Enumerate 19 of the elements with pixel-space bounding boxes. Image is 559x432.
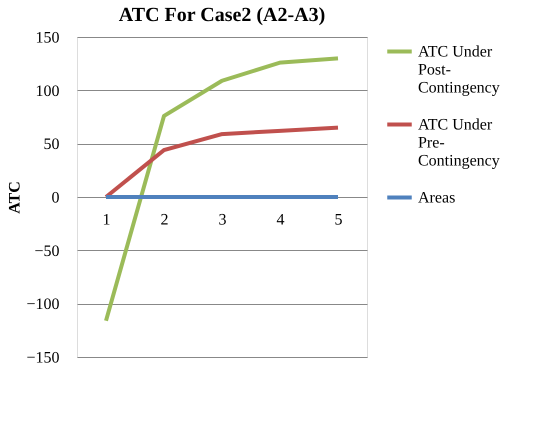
legend-label: Areas [418,190,456,206]
y-axis-title: ATC [6,181,24,214]
y-tick-label: −50 [34,242,60,260]
y-tick-label: −100 [26,296,60,314]
chart-title: ATC For Case2 (A2-A3) [118,4,326,26]
y-tick-label: −150 [26,350,60,366]
x-tick-label: 4 [276,212,284,228]
line-series [104,126,340,199]
x-tick-label: 2 [160,212,168,228]
line-series [104,56,340,323]
y-tick-label: 0 [52,190,60,206]
x-tick-label: 1 [102,212,110,228]
y-tick-label: 100 [36,82,60,100]
legend-label: ATC Under Pre-Contingency [418,116,500,170]
y-tick-label: 50 [44,136,60,154]
y-tick-label: 150 [36,30,60,46]
legend-label: ATC Under Post-Contingency [418,44,500,96]
x-tick-label: 5 [334,212,342,228]
x-tick-label: 3 [218,212,226,228]
